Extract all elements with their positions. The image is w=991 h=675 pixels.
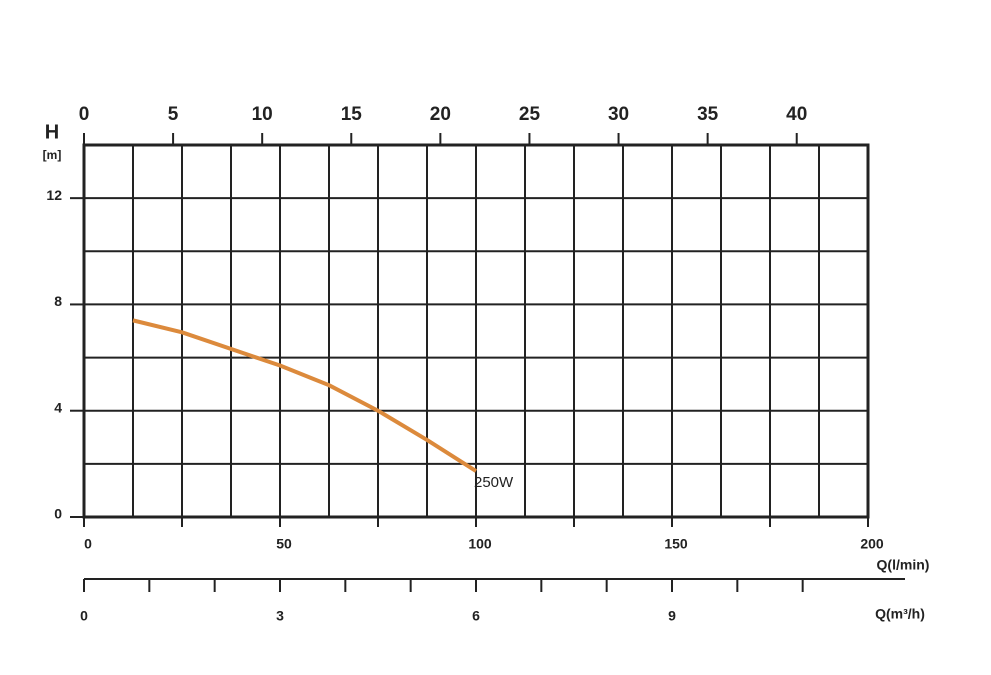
x2-tick-label: 25 [519, 104, 541, 125]
x-tick-label: 0 [84, 536, 92, 552]
x-tick-label: 200 [860, 536, 884, 552]
series-line [132, 318, 478, 473]
x3-tick-label: 9 [668, 608, 676, 624]
x3-tick-label: 0 [80, 608, 88, 624]
x2-tick-label: 15 [341, 104, 363, 125]
plot-border [82, 143, 870, 519]
x-tick-label: 100 [468, 536, 492, 552]
x3-axis-label: Q(m³/h) [875, 606, 925, 622]
y-axis-label: H [45, 121, 59, 143]
x2-tick-label: 40 [786, 104, 807, 125]
x-tick-label: 150 [664, 536, 688, 552]
x-axis-label: Q(l/min) [877, 557, 930, 573]
x2-tick-label: 10 [252, 104, 273, 125]
x2-tick-label: 0 [79, 104, 90, 125]
y-tick-label: 8 [54, 293, 62, 309]
x3-tick-label: 6 [472, 608, 480, 624]
x2-tick-label: 5 [168, 104, 179, 125]
x2-tick-label: 20 [430, 104, 451, 125]
y-tick-label: 12 [46, 187, 62, 203]
x2-tick-label: 30 [608, 104, 629, 125]
y-axis-unit: [m] [43, 148, 62, 162]
x3-tick-label: 3 [276, 608, 284, 624]
y-tick-label: 0 [54, 506, 62, 522]
x-tick-label: 50 [276, 536, 292, 552]
x2-tick-label: 35 [697, 104, 719, 125]
y-tick-label: 4 [54, 399, 62, 415]
series-label: 250W [474, 474, 514, 491]
